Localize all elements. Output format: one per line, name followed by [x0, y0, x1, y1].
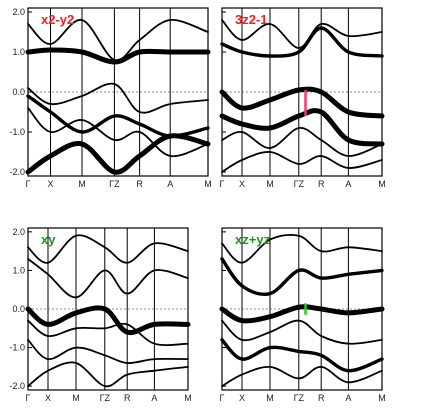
- x-tick-label: M: [184, 393, 192, 403]
- y-tick-label: 2.0: [12, 227, 25, 237]
- band-line-6: [221, 365, 383, 387]
- y-tick-label: 2.0: [12, 7, 25, 17]
- band-line-5: [221, 127, 383, 157]
- x-tick-label: A: [345, 393, 351, 403]
- band-line-6: [27, 361, 189, 388]
- panel-3z2-1: Γ X M ΓZ R A M 3z2-1: [219, 7, 386, 189]
- x-tick-label: ΓZ: [109, 179, 120, 189]
- y-tick-label: 0.0: [12, 87, 25, 97]
- band-line-1: [221, 19, 383, 49]
- band-line-2: [25, 47, 211, 65]
- band-line-2: [220, 26, 384, 58]
- panel-title: xy: [41, 232, 56, 247]
- x-tick-label: X: [239, 179, 245, 189]
- x-tick-label: Γ: [220, 179, 225, 189]
- x-tick-label: A: [345, 179, 351, 189]
- band-line-1: [221, 233, 383, 264]
- band-line-3: [27, 82, 209, 114]
- band-line-3: [219, 86, 385, 119]
- x-tick-label: A: [151, 393, 157, 403]
- band-line-6: [221, 151, 383, 173]
- y-tick-label: -1.0: [9, 127, 25, 137]
- x-tick-label: Γ: [26, 179, 31, 189]
- panel-xy: 2.0 1.0 0.0 -1.0 -2.0Γ X M ΓZ R A Mxy: [9, 227, 191, 403]
- y-tick-label: 0.0: [12, 304, 25, 314]
- x-tick-label: Γ: [220, 393, 225, 403]
- x-tick-label: M: [266, 393, 274, 403]
- x-tick-label: R: [318, 179, 325, 189]
- band-line-1: [27, 234, 189, 264]
- band-line-5: [27, 339, 189, 364]
- x-tick-label: X: [47, 179, 53, 189]
- band-line-3: [219, 304, 385, 324]
- panel-x2-y2: 2.0 1.0 0.0 -1.0 -2.0Γ X M ΓZ R A Mx2-y2: [9, 7, 211, 189]
- band-line-2: [220, 257, 384, 296]
- y-tick-label: -1.0: [9, 343, 25, 353]
- x-tick-label: X: [239, 393, 245, 403]
- band-line-6: [25, 133, 211, 175]
- y-tick-label: -2.0: [9, 381, 25, 391]
- x-tick-label: ΓZ: [294, 393, 305, 403]
- band-line-5: [220, 338, 384, 373]
- band-line-4: [219, 108, 385, 147]
- x-tick-label: M: [378, 179, 386, 189]
- x-tick-label: M: [378, 393, 386, 403]
- panel-title: x2-y2: [41, 12, 74, 27]
- x-tick-label: R: [124, 393, 131, 403]
- band-line-4: [221, 319, 383, 345]
- y-tick-label: 1.0: [12, 265, 25, 275]
- x-tick-label: A: [167, 179, 173, 189]
- y-tick-label: 1.0: [12, 47, 25, 57]
- x-tick-label: M: [266, 179, 274, 189]
- band-line-3: [25, 305, 191, 336]
- x-tick-label: R: [318, 393, 325, 403]
- x-tick-label: ΓZ: [294, 179, 305, 189]
- panel-xz-yz: Γ X M ΓZ R A Mxz+yz: [219, 227, 386, 403]
- x-tick-label: ΓZ: [100, 393, 111, 403]
- x-tick-label: M: [72, 393, 80, 403]
- band-line-5: [27, 107, 209, 158]
- band-line-4: [27, 319, 189, 347]
- x-tick-label: R: [136, 179, 143, 189]
- x-tick-label: X: [45, 393, 51, 403]
- panel-title: 3z2-1: [235, 12, 268, 27]
- x-tick-label: Γ: [26, 393, 31, 403]
- band-line-2: [27, 258, 189, 299]
- x-tick-label: M: [204, 179, 212, 189]
- panel-title: xz+yz: [235, 232, 271, 247]
- x-tick-label: M: [78, 179, 86, 189]
- y-tick-label: -2.0: [9, 167, 25, 177]
